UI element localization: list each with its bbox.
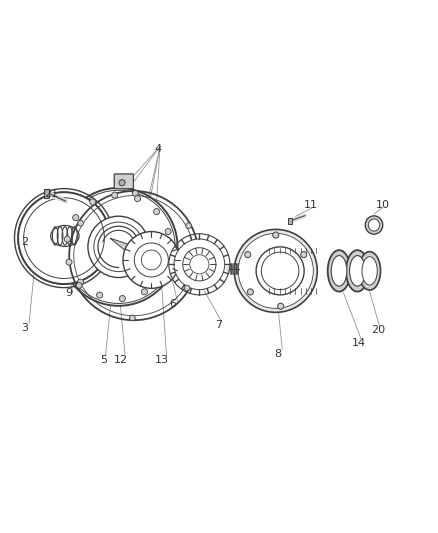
Text: 20: 20 [371, 325, 385, 335]
Circle shape [301, 252, 307, 257]
Circle shape [132, 190, 138, 196]
Ellipse shape [368, 219, 380, 231]
Text: 7: 7 [215, 320, 223, 330]
Circle shape [273, 232, 279, 238]
Circle shape [238, 233, 313, 309]
Bar [44, 189, 49, 198]
Circle shape [174, 239, 225, 289]
Circle shape [90, 199, 96, 205]
Circle shape [130, 315, 135, 321]
Circle shape [78, 220, 84, 226]
Text: 21: 21 [44, 189, 58, 199]
Circle shape [134, 196, 141, 201]
Circle shape [62, 190, 175, 303]
Polygon shape [110, 238, 132, 256]
Circle shape [256, 247, 304, 295]
Text: 11: 11 [304, 200, 318, 211]
Circle shape [120, 295, 126, 302]
Text: 9: 9 [65, 288, 72, 298]
Ellipse shape [365, 216, 383, 234]
Ellipse shape [328, 250, 350, 292]
Circle shape [154, 208, 160, 215]
Circle shape [119, 180, 125, 185]
Circle shape [18, 192, 110, 284]
Ellipse shape [350, 256, 365, 286]
Ellipse shape [346, 250, 369, 292]
Circle shape [60, 188, 177, 306]
Circle shape [96, 292, 102, 298]
Circle shape [245, 252, 251, 257]
Text: 10: 10 [376, 200, 390, 211]
Circle shape [159, 273, 165, 279]
Circle shape [247, 289, 254, 295]
Bar [288, 217, 292, 224]
Text: 2: 2 [21, 238, 28, 247]
Circle shape [73, 215, 79, 221]
Circle shape [186, 223, 191, 229]
Circle shape [167, 252, 173, 257]
Circle shape [78, 279, 84, 285]
Circle shape [76, 282, 82, 288]
Circle shape [88, 216, 149, 278]
Text: 4: 4 [154, 143, 162, 154]
Ellipse shape [331, 256, 347, 286]
Circle shape [165, 229, 171, 235]
Text: 14: 14 [352, 338, 366, 348]
Circle shape [123, 231, 180, 288]
Text: 13: 13 [155, 356, 169, 365]
Text: 5: 5 [100, 356, 107, 365]
Text: 8: 8 [274, 349, 282, 359]
Circle shape [184, 285, 190, 291]
Ellipse shape [359, 252, 381, 290]
Circle shape [141, 289, 148, 295]
Text: 3: 3 [21, 322, 28, 333]
Ellipse shape [362, 257, 377, 285]
Text: 12: 12 [114, 356, 128, 365]
Circle shape [66, 259, 72, 265]
Circle shape [18, 192, 110, 284]
Circle shape [234, 229, 317, 312]
Text: 6: 6 [170, 298, 177, 309]
Circle shape [278, 303, 284, 309]
Circle shape [64, 236, 71, 242]
Circle shape [112, 192, 118, 198]
FancyBboxPatch shape [114, 174, 134, 189]
